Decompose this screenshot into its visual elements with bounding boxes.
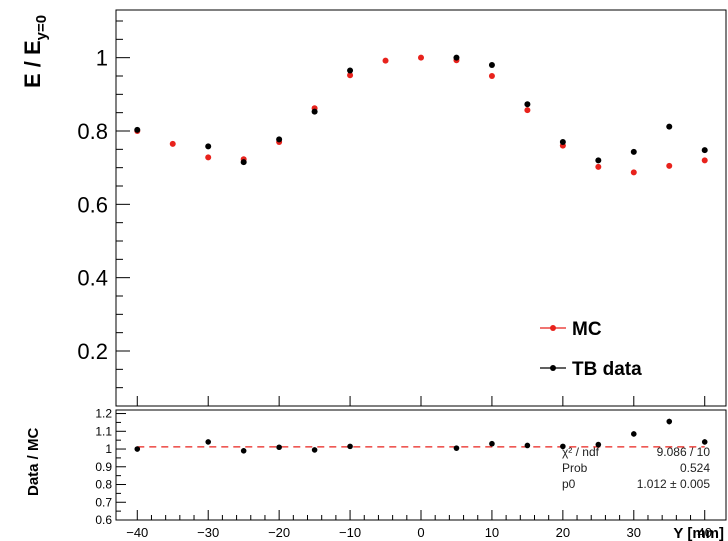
x-axis: −40 −30 −20 −10 0 10 20 30 40	[126, 510, 712, 540]
ratio-point	[311, 447, 318, 453]
mc-point	[488, 73, 495, 79]
legend-marker	[550, 365, 556, 371]
mc-point	[595, 163, 602, 170]
x-axis-title: Y [mm]	[673, 525, 724, 541]
tb-data-point	[311, 108, 318, 115]
main-y-tick-label: 0.2	[77, 339, 108, 364]
ratio-point	[489, 440, 495, 447]
main-plot-frame	[115, 9, 727, 407]
ratio-y-axis-title: Data / MC	[25, 427, 42, 496]
mc-point	[524, 107, 531, 114]
tb-data-point	[595, 157, 602, 164]
main-data-points	[134, 54, 708, 176]
ratio-y-tick-label: 1.2	[95, 407, 112, 421]
ratio-y-tick-label: 0.7	[95, 495, 112, 509]
x-tick-label: −20	[268, 525, 290, 540]
mc-point	[666, 162, 673, 169]
mc-point	[701, 157, 708, 164]
main-y-tick-label: 0.8	[77, 119, 108, 144]
ratio-point	[666, 418, 673, 425]
ratio-y-tick-label: 0.8	[95, 478, 112, 492]
x-tick-label: −30	[197, 525, 219, 540]
tb-data-point	[559, 139, 566, 145]
x-tick-label: 20	[556, 525, 570, 540]
x-tick-label: −10	[339, 525, 361, 540]
ratio-point	[630, 431, 637, 437]
tb-data-point	[524, 101, 531, 108]
legend-label: MC	[572, 319, 602, 340]
ratio-point	[595, 441, 602, 448]
legend-label: TB data	[572, 359, 642, 380]
ratio-point	[524, 442, 531, 449]
tb-data-point	[134, 126, 141, 133]
tb-data-point	[240, 159, 247, 166]
ratio-y-tick-label: 0.9	[95, 460, 112, 474]
main-y-axis-title-subscript: y=0	[33, 15, 50, 40]
x-tick-label: 10	[485, 525, 499, 540]
ratio-point	[347, 443, 353, 450]
ratio-plot-frame	[115, 409, 727, 521]
ratio-y-tick-label: 1.1	[95, 424, 112, 438]
ratio-point	[701, 439, 708, 445]
mc-point	[169, 140, 176, 147]
tb-data-point	[630, 148, 637, 155]
tb-data-point	[666, 123, 673, 130]
ratio-point	[453, 445, 460, 451]
tb-data-point	[276, 136, 283, 143]
ratio-point	[240, 448, 247, 454]
stat-label: Prob	[562, 461, 588, 475]
mc-point	[205, 154, 212, 161]
ratio-data-points	[134, 418, 708, 454]
ratio-point	[276, 444, 282, 451]
ratio-point	[205, 439, 212, 445]
ratio-point	[134, 446, 141, 452]
legend: MC TB data	[540, 319, 642, 380]
stat-value: 0.524	[680, 461, 710, 475]
tb-data-point	[488, 62, 495, 68]
mc-point	[382, 57, 389, 64]
ratio-y-tick-label: 0.6	[95, 513, 112, 527]
fit-stats-box: χ² / ndf 9.086 / 10 Prob 0.524 p0 1.012 ± 0.0…	[562, 445, 710, 491]
stat-value: 1.012 ± 0.005	[637, 477, 711, 491]
main-y-tick-label: 1	[96, 46, 108, 71]
main-y-tick-label: 0.4	[77, 266, 108, 291]
stat-value: 9.086 / 10	[657, 445, 711, 459]
main-y-axis-title-main: E / E	[20, 40, 45, 88]
tb-data-point	[701, 147, 708, 154]
ratio-panel: 0.6 0.7 0.8 0.9 1 1.1 1.2 −40 −30 −20 −10 0 10 20 30 4…	[25, 407, 727, 541]
legend-marker	[550, 325, 556, 331]
tb-data-point	[453, 54, 460, 61]
ratio-y-tick-label: 1	[105, 442, 112, 456]
stat-label: χ² / ndf	[562, 445, 600, 459]
tb-data-point	[347, 67, 354, 74]
main-panel: 0.2 0.4 0.6 0.8 1 E / Ey=0 MC TB data	[20, 9, 727, 407]
stat-label: p0	[562, 477, 576, 491]
ratio-point	[560, 443, 566, 450]
mc-point	[347, 72, 354, 79]
mc-point	[418, 54, 424, 61]
ratio-y-axis: 0.6 0.7 0.8 0.9 1 1.1 1.2	[95, 407, 126, 527]
x-tick-label: 30	[627, 525, 641, 540]
mc-point	[630, 169, 637, 176]
main-y-tick-label: 0.6	[77, 192, 108, 217]
x-tick-label: 40	[697, 525, 711, 540]
x-tick-label: −40	[126, 525, 148, 540]
x-tick-label: 0	[417, 525, 424, 540]
main-y-axis-title: E / Ey=0	[20, 15, 50, 88]
tb-data-point	[205, 143, 212, 150]
main-y-axis: 0.2 0.4 0.6 0.8 1	[77, 20, 706, 406]
